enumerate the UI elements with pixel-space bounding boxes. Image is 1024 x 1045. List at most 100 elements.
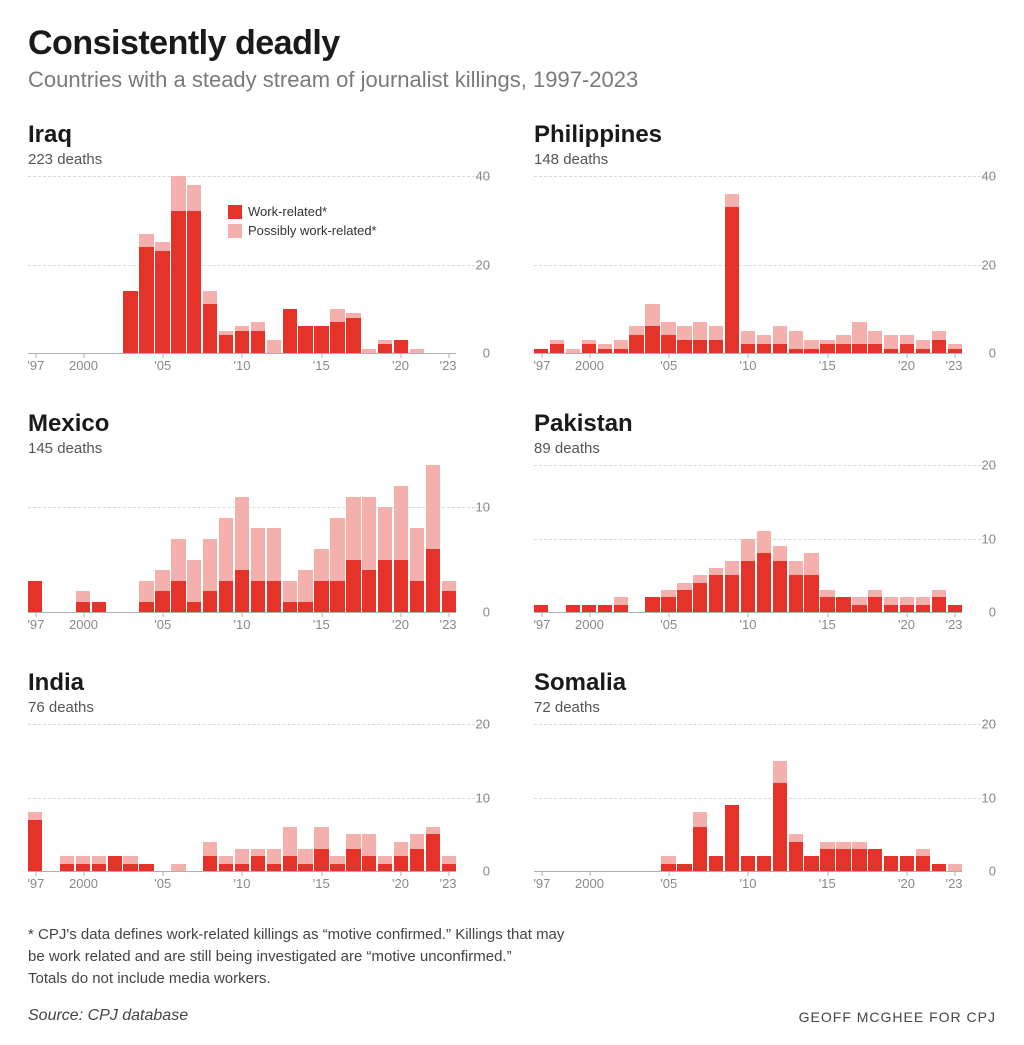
xtick-label: '10 <box>740 617 757 632</box>
bar-segment-work <box>314 849 328 871</box>
bar-column <box>251 465 265 612</box>
bar-column <box>948 176 962 353</box>
bar-segment-possibly <box>741 331 755 344</box>
bar-column <box>693 465 707 612</box>
bar-segment-possibly <box>346 497 360 560</box>
bar-segment-possibly <box>410 834 424 849</box>
bar-column <box>235 724 249 871</box>
bars-container <box>534 465 962 612</box>
bar-segment-possibly <box>741 539 755 561</box>
bar-segment-possibly <box>852 842 866 849</box>
bar-segment-work <box>203 856 217 871</box>
bar-column <box>139 176 153 353</box>
xtick-label: '10 <box>740 358 757 373</box>
bar-column <box>187 176 201 353</box>
bar-column <box>582 724 596 871</box>
bar-column <box>346 724 360 871</box>
bar-column <box>378 724 392 871</box>
small-multiples-grid: Iraq223 deaths20400'972000'05'10'15'20'2… <box>28 121 996 894</box>
bar-column <box>852 465 866 612</box>
bar-segment-possibly <box>283 827 297 856</box>
xtick-label: '15 <box>819 876 836 891</box>
bar-column <box>330 176 344 353</box>
bar-segment-possibly <box>442 581 456 592</box>
bar-column <box>298 465 312 612</box>
bar-column <box>203 724 217 871</box>
ytick-label: 0 <box>460 864 490 879</box>
bar-segment-possibly <box>836 335 850 344</box>
bar-segment-work <box>76 864 90 871</box>
bar-segment-possibly <box>426 465 440 549</box>
bar-segment-possibly <box>693 322 707 340</box>
plot-area: 20400 <box>534 176 962 354</box>
bar-segment-work <box>346 849 360 871</box>
bar-segment-work <box>330 864 344 871</box>
bar-segment-possibly <box>566 349 580 353</box>
bar-segment-possibly <box>314 549 328 581</box>
xtick-label: '20 <box>392 358 409 373</box>
bar-segment-work <box>677 340 691 353</box>
bar-segment-possibly <box>900 597 914 604</box>
deaths-label: 223 deaths <box>28 151 490 168</box>
legend-swatch <box>228 205 242 219</box>
bar-segment-work <box>108 856 122 871</box>
bar-segment-possibly <box>235 849 249 864</box>
bar-segment-possibly <box>251 528 265 581</box>
ytick-label: 40 <box>460 169 490 184</box>
chart-panel-iraq: Iraq223 deaths20400'972000'05'10'15'20'2… <box>28 121 490 376</box>
bar-column <box>804 465 818 612</box>
xtick-label: '05 <box>154 358 171 373</box>
bar-column <box>566 465 580 612</box>
bar-segment-work <box>789 842 803 871</box>
bars-container <box>28 465 456 612</box>
bar-segment-work <box>709 340 723 353</box>
bar-column <box>741 465 755 612</box>
xtick-label: '05 <box>660 876 677 891</box>
bar-column <box>661 176 675 353</box>
bar-segment-possibly <box>219 856 233 863</box>
bar-segment-work <box>330 581 344 613</box>
bar-segment-possibly <box>378 507 392 560</box>
country-label: Philippines <box>534 121 996 149</box>
bar-column <box>804 724 818 871</box>
ytick-label: 10 <box>460 790 490 805</box>
bar-segment-work <box>410 849 424 871</box>
bar-segment-work <box>203 304 217 353</box>
bar-segment-possibly <box>394 486 408 560</box>
xtick-label: '23 <box>946 617 963 632</box>
bar-column <box>203 176 217 353</box>
bar-segment-possibly <box>362 349 376 353</box>
bar-column <box>76 724 90 871</box>
bar-segment-possibly <box>645 304 659 326</box>
bars-container <box>534 724 962 871</box>
bar-segment-work <box>155 591 169 612</box>
bar-segment-work <box>378 864 392 871</box>
bar-segment-work <box>598 349 612 353</box>
bar-column <box>314 176 328 353</box>
bar-segment-work <box>426 834 440 871</box>
bar-column <box>741 176 755 353</box>
bar-segment-possibly <box>820 590 834 597</box>
bar-column <box>534 724 548 871</box>
bar-segment-work <box>916 856 930 871</box>
bar-segment-possibly <box>251 849 265 856</box>
chart-box: 20400'972000'05'10'15'20'23Work-related*… <box>28 176 490 376</box>
bar-column <box>932 724 946 871</box>
bar-segment-possibly <box>171 176 185 211</box>
bar-column <box>410 176 424 353</box>
chart-panel-pakistan: Pakistan89 deaths10200'972000'05'10'15'2… <box>534 410 996 635</box>
bar-column <box>171 724 185 871</box>
bar-segment-work <box>203 591 217 612</box>
bar-column <box>155 724 169 871</box>
deaths-label: 76 deaths <box>28 699 490 716</box>
bar-column <box>598 724 612 871</box>
bar-segment-work <box>916 349 930 353</box>
bar-segment-work <box>283 856 297 871</box>
xtick-label: '23 <box>440 617 457 632</box>
bar-column <box>330 465 344 612</box>
bar-column <box>868 176 882 353</box>
bar-segment-possibly <box>661 322 675 335</box>
bar-column <box>442 465 456 612</box>
bar-column <box>884 724 898 871</box>
bar-column <box>219 724 233 871</box>
